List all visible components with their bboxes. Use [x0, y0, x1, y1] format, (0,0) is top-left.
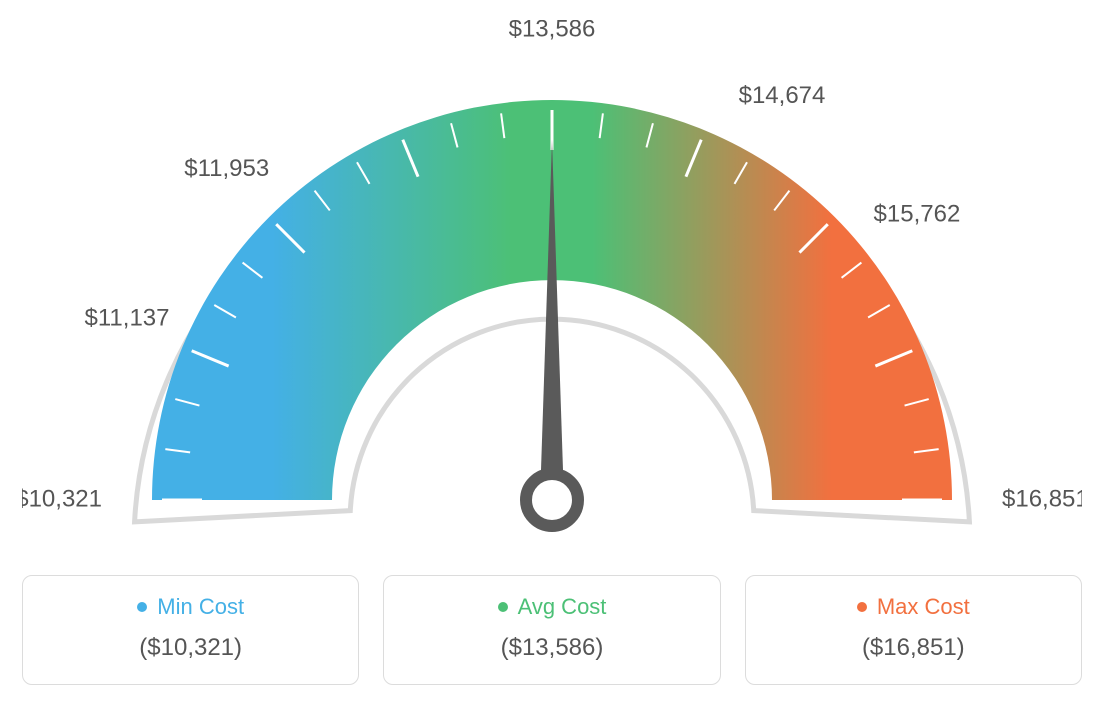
max-cost-label: Max Cost [877, 594, 970, 620]
summary-cards: Min Cost ($10,321) Avg Cost ($13,586) Ma… [22, 575, 1082, 685]
avg-cost-dot [498, 602, 508, 612]
min-cost-value: ($10,321) [33, 634, 348, 662]
max-cost-dot [857, 602, 867, 612]
avg-cost-card: Avg Cost ($13,586) [383, 575, 720, 685]
svg-text:$16,851: $16,851 [1002, 485, 1082, 512]
avg-cost-value: ($13,586) [394, 634, 709, 662]
svg-text:$15,762: $15,762 [874, 200, 961, 227]
min-cost-card: Min Cost ($10,321) [22, 575, 359, 685]
svg-text:$10,321: $10,321 [22, 485, 102, 512]
max-cost-label-row: Max Cost [756, 594, 1071, 620]
max-cost-card: Max Cost ($16,851) [745, 575, 1082, 685]
svg-text:$14,674: $14,674 [739, 82, 826, 109]
avg-cost-label: Avg Cost [518, 594, 607, 620]
avg-cost-label-row: Avg Cost [394, 594, 709, 620]
gauge-svg: $10,321 $11,137 $11,953 $13,586 $14,674 $15,7… [22, 20, 1082, 560]
svg-text:$11,137: $11,137 [85, 304, 170, 331]
min-cost-dot [137, 602, 147, 612]
svg-text:$13,586: $13,586 [509, 20, 596, 42]
max-cost-value: ($16,851) [756, 634, 1071, 662]
min-cost-label-row: Min Cost [33, 594, 348, 620]
svg-text:$11,953: $11,953 [184, 155, 269, 182]
cost-gauge-chart: $10,321 $11,137 $11,953 $13,586 $14,674 $15,7… [22, 20, 1082, 565]
min-cost-label: Min Cost [157, 594, 244, 620]
